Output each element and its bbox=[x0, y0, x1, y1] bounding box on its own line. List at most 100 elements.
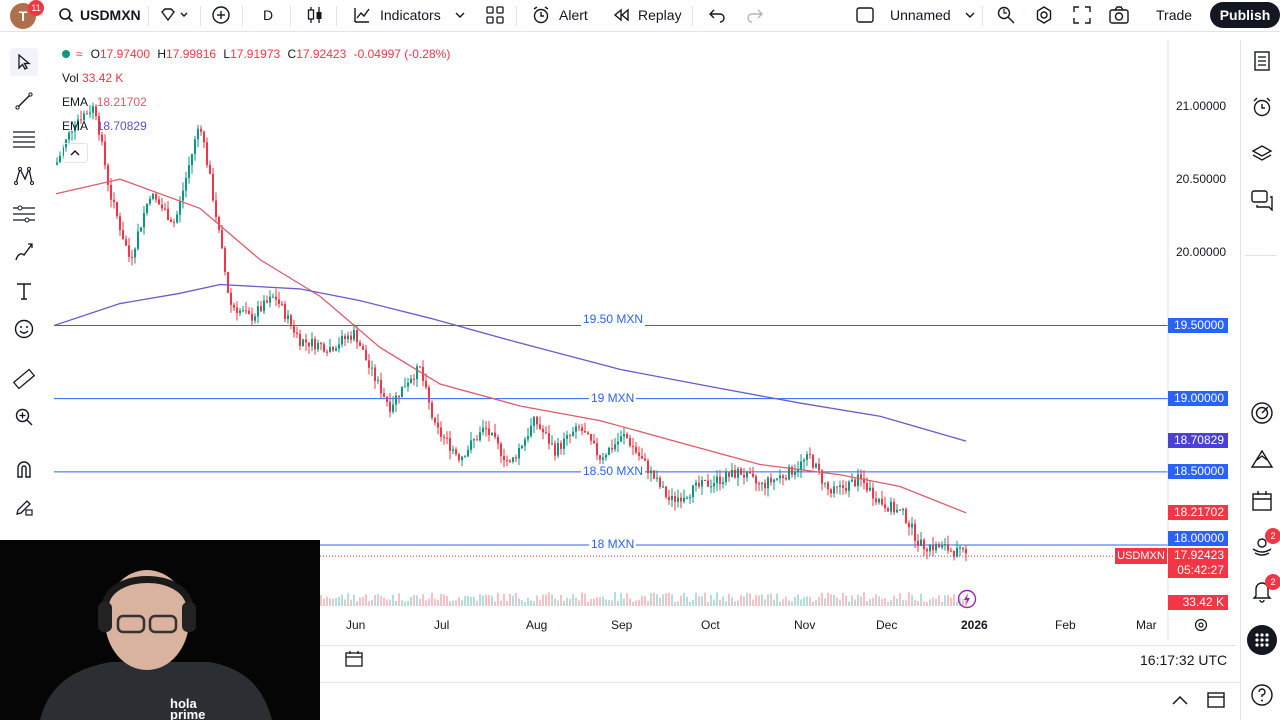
trendline-tool[interactable] bbox=[10, 87, 38, 115]
top-toolbar: T 11 USDMXN D Indicators Alert Replay bbox=[0, 0, 1280, 32]
volume-row[interactable]: Vol 33.42 K bbox=[62, 71, 124, 85]
candle-body bbox=[188, 165, 190, 179]
interval-button[interactable]: D bbox=[263, 7, 274, 23]
price-axis-label: 20.50000 bbox=[1176, 172, 1227, 186]
broadcast-button[interactable] bbox=[1249, 532, 1275, 558]
candle-body bbox=[131, 256, 133, 258]
templates-button[interactable] bbox=[485, 0, 505, 30]
snapshot-button[interactable] bbox=[1108, 0, 1130, 30]
text-tool[interactable] bbox=[10, 277, 38, 305]
volume-bar bbox=[743, 596, 745, 606]
replay-button[interactable]: Replay bbox=[612, 0, 682, 30]
chats-button[interactable] bbox=[1249, 187, 1275, 213]
candle-body bbox=[128, 245, 130, 257]
layout-menu[interactable]: Unnamed bbox=[855, 0, 975, 30]
candle-body bbox=[665, 486, 667, 498]
measure-tool[interactable] bbox=[10, 365, 38, 393]
candle-body bbox=[365, 349, 367, 361]
volume-bar bbox=[833, 594, 835, 606]
volume-bar bbox=[509, 593, 511, 606]
brush-icon bbox=[15, 243, 33, 261]
ema-fast-row[interactable]: EMA 18.21702 bbox=[62, 95, 147, 109]
candle-body bbox=[92, 106, 94, 113]
candle-body bbox=[68, 132, 70, 140]
quick-search-button[interactable] bbox=[996, 0, 1016, 30]
maximize-panel-button[interactable] bbox=[1206, 691, 1226, 714]
indicators-button[interactable]: Indicators bbox=[352, 0, 465, 30]
candle-body bbox=[641, 456, 643, 459]
candle-body bbox=[653, 470, 655, 479]
alert-button[interactable]: Alert bbox=[531, 0, 588, 30]
volume-bar bbox=[719, 599, 721, 606]
volume-bar bbox=[482, 595, 484, 606]
draw-mode-tool[interactable] bbox=[10, 493, 38, 521]
candle-body bbox=[605, 455, 607, 458]
candle-body bbox=[542, 428, 544, 433]
candle-body bbox=[215, 200, 217, 218]
candle-body bbox=[659, 477, 661, 487]
volume-bar bbox=[356, 601, 358, 606]
calendar-button[interactable] bbox=[1249, 488, 1275, 514]
utc-clock[interactable]: 16:17:32 UTC bbox=[1140, 652, 1228, 668]
redo-button[interactable] bbox=[746, 0, 764, 30]
axis-settings-button[interactable] bbox=[1194, 618, 1208, 637]
chart-type-button[interactable] bbox=[306, 0, 324, 30]
fib-tool[interactable] bbox=[10, 125, 38, 153]
emoji-tool[interactable] bbox=[10, 315, 38, 343]
candle-body bbox=[884, 504, 886, 509]
volume-bar bbox=[842, 592, 844, 606]
candle-body bbox=[632, 445, 634, 447]
candle-body bbox=[914, 523, 916, 541]
candle-body bbox=[656, 477, 658, 479]
products-button[interactable] bbox=[1247, 625, 1277, 655]
goto-date-button[interactable] bbox=[344, 650, 364, 673]
collapse-legend-button[interactable] bbox=[62, 143, 88, 163]
candle-body bbox=[506, 460, 508, 462]
magnet-tool[interactable] bbox=[10, 455, 38, 483]
pattern-tool[interactable] bbox=[10, 162, 38, 190]
brush-tool[interactable] bbox=[10, 238, 38, 266]
compare-button[interactable] bbox=[211, 0, 231, 30]
candle-body bbox=[395, 395, 397, 405]
watchlist-button[interactable] bbox=[1249, 48, 1275, 74]
volume-bar bbox=[557, 600, 559, 606]
notifications-button[interactable] bbox=[1249, 578, 1275, 604]
candle-body bbox=[152, 193, 154, 199]
ideas-button[interactable] bbox=[1249, 445, 1275, 471]
settings-button[interactable] bbox=[1034, 0, 1054, 30]
chevron-up-icon bbox=[1172, 695, 1188, 705]
candle-body bbox=[764, 482, 766, 489]
volume-bar bbox=[434, 598, 436, 606]
trade-button[interactable]: Trade bbox=[1156, 7, 1193, 23]
cursor-tool[interactable] bbox=[10, 48, 38, 76]
alerts-button[interactable] bbox=[1249, 94, 1275, 120]
candle-body bbox=[515, 457, 517, 459]
publish-button[interactable]: Publish bbox=[1210, 2, 1280, 28]
lightning-button[interactable] bbox=[957, 589, 977, 614]
object-tree-button[interactable] bbox=[1249, 141, 1275, 167]
collapse-panel-button[interactable] bbox=[1171, 693, 1189, 711]
watchlist-flag-button[interactable] bbox=[160, 0, 190, 30]
ema-fast-line bbox=[55, 178, 967, 514]
zoom-tool[interactable] bbox=[10, 403, 38, 431]
hotlists-button[interactable] bbox=[1249, 400, 1275, 426]
volume-bar bbox=[413, 595, 415, 606]
volume-bar bbox=[332, 598, 334, 606]
candle-body bbox=[143, 213, 145, 228]
candle-body bbox=[464, 456, 466, 458]
volume-bar bbox=[539, 600, 541, 606]
fullscreen-button[interactable] bbox=[1072, 0, 1092, 30]
gear-icon bbox=[1036, 6, 1052, 24]
help-button[interactable] bbox=[1249, 682, 1275, 708]
ema-slow-row[interactable]: EMA 18.70829 bbox=[62, 119, 147, 133]
candle-body bbox=[767, 477, 769, 489]
volume-bar bbox=[611, 600, 613, 606]
undo-button[interactable] bbox=[708, 0, 726, 30]
time-axis-label: Mar bbox=[1136, 618, 1157, 632]
volume-bar bbox=[965, 598, 967, 606]
symbol-search[interactable]: USDMXN bbox=[58, 0, 141, 30]
forecast-tool[interactable] bbox=[10, 200, 38, 228]
volume-bar bbox=[800, 599, 802, 606]
candle-body bbox=[749, 471, 751, 474]
smiley-icon bbox=[14, 319, 34, 339]
